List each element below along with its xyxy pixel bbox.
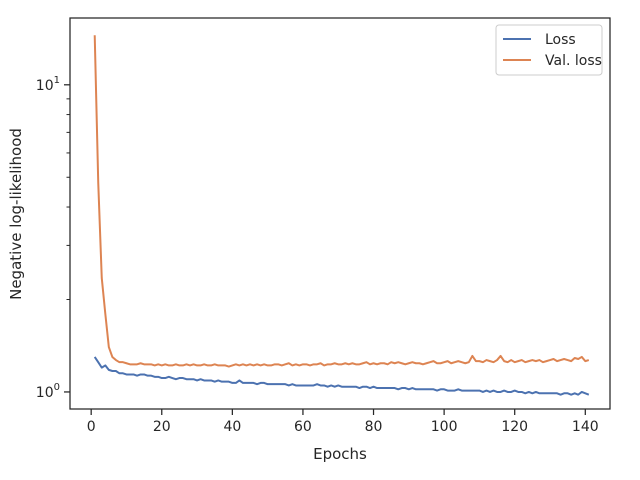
legend-box [495,24,603,76]
plot-lines [93,35,590,396]
series-line-loss [93,356,590,396]
y-axis: 100 101 [36,75,70,401]
plot-frame [69,17,611,410]
x-axis-title: Epochs [313,445,367,463]
x-tick-label: 80 [365,419,383,435]
x-tick-label: 0 [87,419,96,435]
legend-label-val-loss: Val. loss [545,53,602,69]
x-tick-label: 40 [223,419,241,435]
x-tick-label: 60 [294,419,312,435]
x-axis: 0 20 40 60 80 100 120 140 [87,409,599,435]
legend: Loss Val. loss [495,24,603,76]
y-axis-title: Negative log-likelihood [7,128,25,300]
x-tick-label: 100 [431,419,458,435]
legend-label-loss: Loss [545,32,576,48]
y-tick-label: 100 [36,382,60,401]
x-tick-label: 140 [572,419,599,435]
y-tick-label: 101 [36,75,60,94]
x-tick-label: 120 [501,419,528,435]
x-tick-label: 20 [153,419,171,435]
series-line-val-loss [93,35,590,368]
